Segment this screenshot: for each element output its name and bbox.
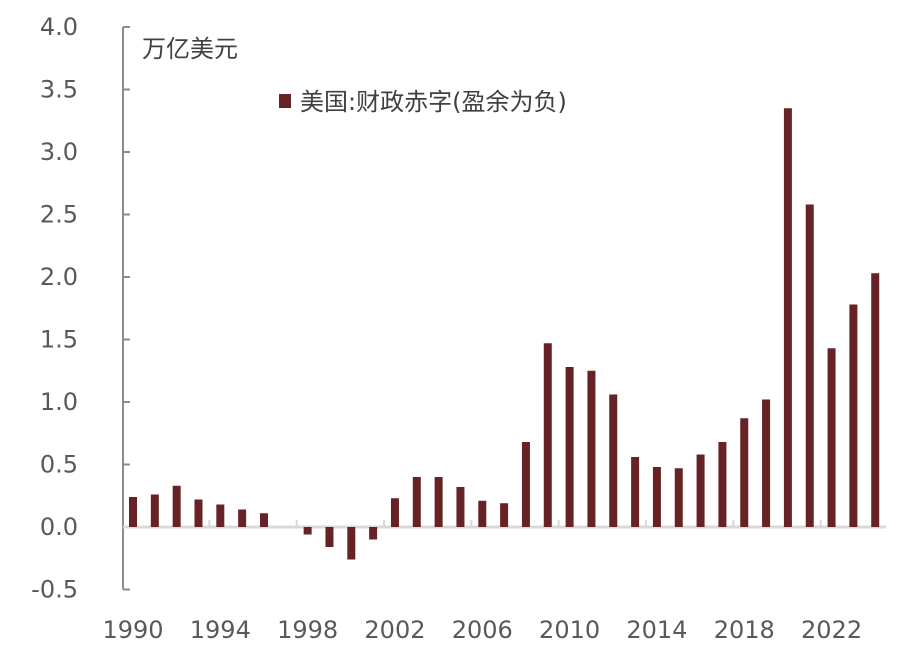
x-tick-label: 1994 <box>190 616 251 644</box>
bar-1990 <box>129 497 137 527</box>
x-tick-label: 2002 <box>364 616 425 644</box>
bar-2002 <box>390 498 399 527</box>
bar-2012 <box>609 394 618 527</box>
bar-1998 <box>303 527 312 535</box>
y-tick-label: 2.0 <box>40 263 78 291</box>
y-tick-label: 1.5 <box>40 326 78 354</box>
y-tick-label: 3.5 <box>40 76 78 104</box>
x-tick-label: 2014 <box>626 616 687 644</box>
bars <box>129 108 880 560</box>
bar-2008 <box>521 442 530 527</box>
bar-2017 <box>718 442 727 527</box>
bar-2007 <box>500 503 509 527</box>
x-tick-label: 2010 <box>539 616 600 644</box>
y-tick-label: 1.0 <box>40 388 78 416</box>
x-tick-label: 1998 <box>277 616 338 644</box>
bar-2009 <box>543 343 552 527</box>
legend-swatch <box>279 94 291 108</box>
x-axis-labels: 1990 1994 1998 2002 2006 2010 2014 2018 2022 <box>102 616 862 644</box>
y-tick-label: 0.5 <box>40 451 78 479</box>
bar-1994 <box>216 504 225 527</box>
bar-2022 <box>827 348 836 527</box>
bar-2015 <box>674 468 683 527</box>
bar-2006 <box>478 500 487 527</box>
bar-1995 <box>238 509 247 527</box>
bar-1996 <box>259 513 268 527</box>
bar-2019 <box>762 399 771 527</box>
bar-2003 <box>412 477 421 527</box>
y-axis: -0.5 0.0 0.5 1.0 1.5 2.0 2.5 3.0 3.5 4.0 <box>31 13 130 604</box>
unit-label: 万亿美元 <box>142 35 238 63</box>
legend: 美国:财政赤字(盈余为负) <box>279 88 567 116</box>
bar-2016 <box>696 454 705 527</box>
y-tick-label: 2.5 <box>40 201 78 229</box>
bar-2001 <box>369 527 378 540</box>
bar-2004 <box>434 477 443 527</box>
x-tick-label: 2018 <box>714 616 775 644</box>
legend-label: 美国:财政赤字(盈余为负) <box>300 88 567 116</box>
bar-2013 <box>631 457 640 527</box>
bar-2024 <box>871 273 880 527</box>
x-tick-label: 1990 <box>102 616 163 644</box>
bar-2014 <box>652 467 661 527</box>
bar-2011 <box>587 370 596 527</box>
bar-2021 <box>805 204 814 527</box>
bar-1991 <box>150 494 159 527</box>
bar-1999 <box>325 527 334 547</box>
bar-1992 <box>172 485 181 527</box>
bar-2010 <box>565 367 574 527</box>
bar-2018 <box>740 418 749 527</box>
bar-2023 <box>849 304 858 527</box>
bar-2020 <box>783 108 792 527</box>
bar-1993 <box>194 499 203 527</box>
x-tick-label: 2022 <box>801 616 862 644</box>
y-tick-label: -0.5 <box>31 576 78 604</box>
y-tick-label: 4.0 <box>40 13 78 41</box>
bar-2005 <box>456 487 465 527</box>
y-tick-label: 0.0 <box>40 513 78 541</box>
x-tick-label: 2006 <box>452 616 513 644</box>
y-tick-label: 3.0 <box>40 138 78 166</box>
bar-2000 <box>347 527 356 560</box>
